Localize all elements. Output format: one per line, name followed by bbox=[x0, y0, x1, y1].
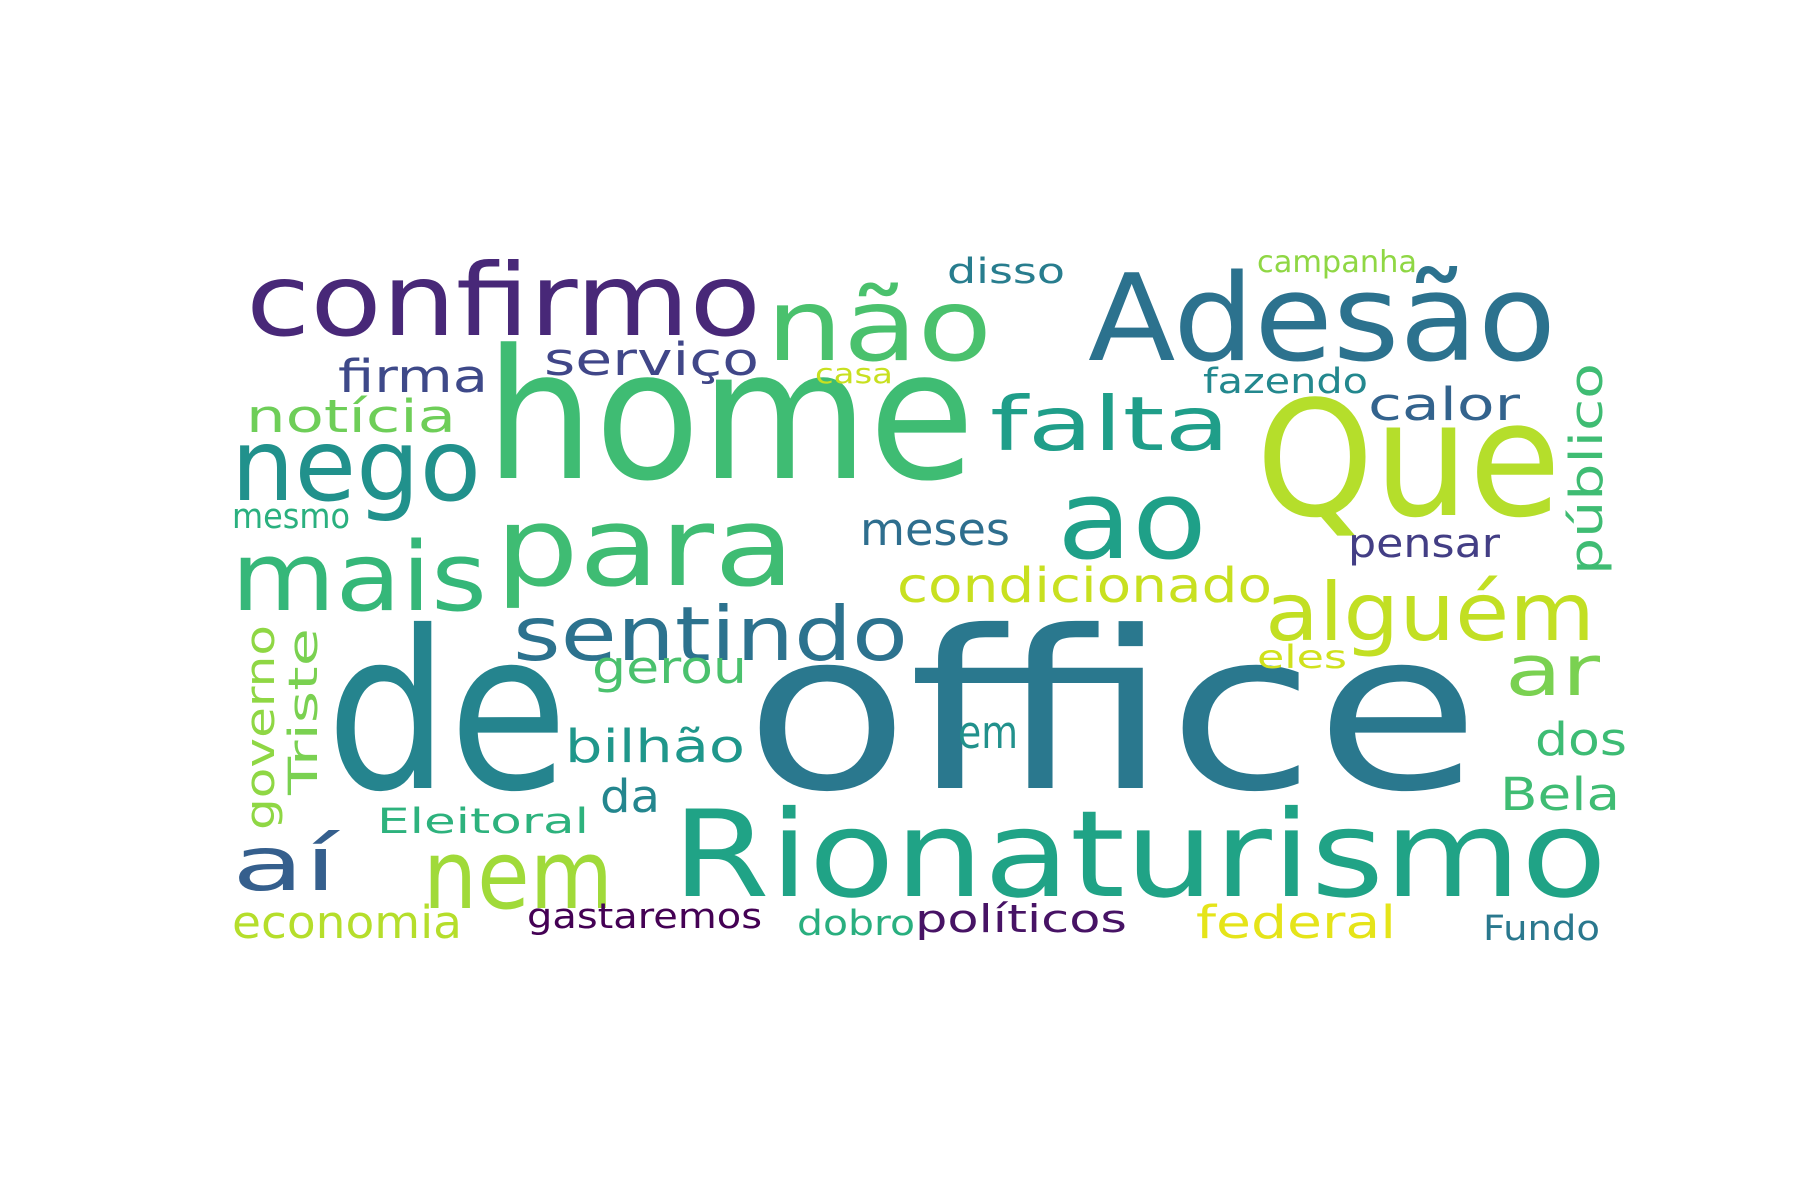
word-firma: firma bbox=[338, 350, 488, 403]
word-condicionado: condicionado bbox=[897, 558, 1272, 614]
word-servico: serviço bbox=[544, 333, 759, 386]
word-adesao: Adesão bbox=[1088, 250, 1556, 389]
word-nem: nem bbox=[423, 821, 613, 931]
word-home: home bbox=[485, 312, 975, 521]
word-politicos: políticos bbox=[915, 897, 1127, 941]
word-mesmo: mesmo bbox=[232, 497, 350, 537]
word-fazendo: fazendo bbox=[1203, 362, 1368, 402]
word-nego: nego bbox=[231, 407, 481, 524]
word-economia: economia bbox=[232, 896, 462, 949]
word-alguem: alguém bbox=[1265, 566, 1595, 659]
word-office: office bbox=[745, 584, 1480, 840]
word-dobro: dobro bbox=[797, 904, 915, 944]
word-dos: dos bbox=[1535, 713, 1627, 766]
word-para: para bbox=[495, 483, 795, 611]
word-ai: aí bbox=[232, 820, 340, 908]
word-bela: Bela bbox=[1500, 768, 1620, 821]
word-governo: governo bbox=[238, 625, 284, 830]
word-confirmo: confirmo bbox=[246, 242, 761, 359]
word-eles: eles bbox=[1257, 638, 1347, 676]
word-noticia: notícia bbox=[246, 390, 456, 443]
word-ar: ar bbox=[1505, 630, 1600, 712]
word-bilhao: bilhão bbox=[565, 720, 745, 773]
word-eleitoral: Eleitoral bbox=[377, 802, 589, 842]
word-publico: público bbox=[1560, 363, 1613, 575]
word-casa: casa bbox=[815, 357, 893, 390]
word-ao: ao bbox=[1057, 456, 1207, 584]
word-fundo: Fundo bbox=[1483, 909, 1600, 949]
word-mais: mais bbox=[231, 523, 487, 633]
word-da: da bbox=[600, 770, 660, 823]
word-campanha: campanha bbox=[1257, 245, 1417, 280]
word-disso: disso bbox=[947, 252, 1065, 292]
word-federal: federal bbox=[1196, 896, 1396, 949]
word-pensar: pensar bbox=[1348, 521, 1501, 567]
word-gerou: gerou bbox=[592, 641, 747, 694]
word-sentindo: sentindo bbox=[513, 590, 908, 678]
word-rionaturismo: Rionaturismo bbox=[672, 786, 1607, 925]
word-de: de bbox=[326, 584, 568, 840]
word-em: em bbox=[958, 706, 1018, 759]
word-meses: meses bbox=[860, 503, 1010, 556]
word-que: Que bbox=[1256, 366, 1561, 553]
word-nao: não bbox=[766, 267, 992, 384]
word-gastaremos: gastaremos bbox=[527, 897, 762, 937]
word-falta: falta bbox=[990, 380, 1230, 468]
word-triste: Triste bbox=[281, 628, 327, 797]
word-calor: calor bbox=[1368, 378, 1521, 431]
